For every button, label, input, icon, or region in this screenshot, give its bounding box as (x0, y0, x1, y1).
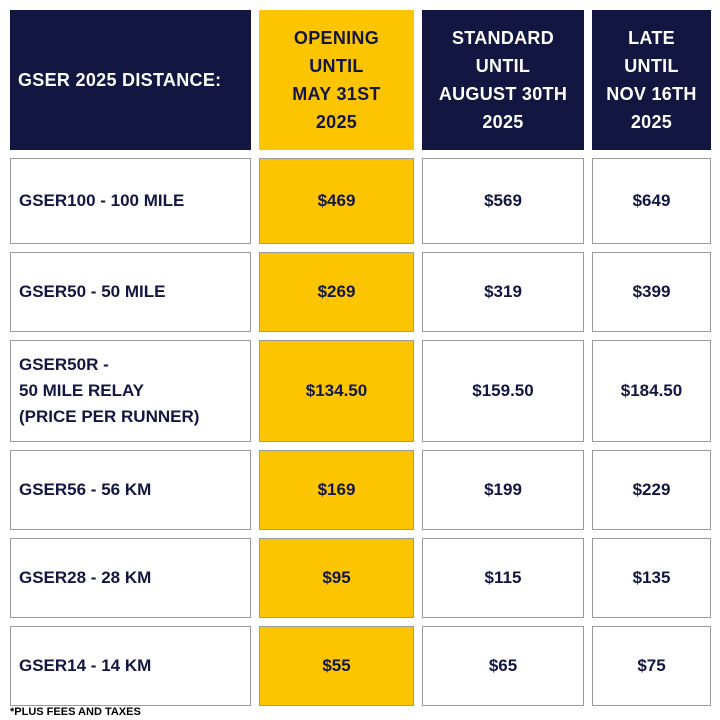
header-late: LATE UNTIL NOV 16TH 2025 (592, 10, 711, 150)
row-label-text: GSER28 - 28 KM (19, 568, 152, 587)
table-row-label: GSER50R - 50 MILE RELAY (PRICE PER RUNNE… (10, 340, 251, 442)
table-row-label: GSER14 - 14 KM (10, 626, 251, 706)
price-late: $229 (592, 450, 711, 530)
price-standard: $319 (422, 252, 584, 332)
price-standard: $159.50 (422, 340, 584, 442)
price-opening: $95 (259, 538, 414, 618)
price-opening: $134.50 (259, 340, 414, 442)
header-standard-text: STANDARD UNTIL AUGUST 30TH 2025 (438, 28, 568, 132)
price-standard: $115 (422, 538, 584, 618)
header-standard: STANDARD UNTIL AUGUST 30TH 2025 (422, 10, 584, 150)
header-distance: GSER 2025 DISTANCE: (10, 10, 251, 150)
footnote: *PLUS FEES AND TAXES (10, 706, 141, 718)
price-opening: $269 (259, 252, 414, 332)
price-late: $649 (592, 158, 711, 244)
row-label-text: GSER50R - 50 MILE RELAY (PRICE PER RUNNE… (19, 355, 200, 426)
price-standard: $65 (422, 626, 584, 706)
price-opening: $55 (259, 626, 414, 706)
table-row-label: GSER100 - 100 MILE (10, 158, 251, 244)
header-distance-text: GSER 2025 DISTANCE: (18, 70, 222, 90)
price-late: $399 (592, 252, 711, 332)
row-label-text: GSER100 - 100 MILE (19, 191, 185, 210)
table-row-label: GSER56 - 56 KM (10, 450, 251, 530)
price-standard: $569 (422, 158, 584, 244)
price-opening: $469 (259, 158, 414, 244)
row-label-text: GSER50 - 50 MILE (19, 282, 166, 301)
price-opening: $169 (259, 450, 414, 530)
table-row-label: GSER28 - 28 KM (10, 538, 251, 618)
header-opening-text: OPENING UNTIL MAY 31ST 2025 (292, 28, 381, 132)
row-label-text: GSER56 - 56 KM (19, 480, 152, 499)
price-late: $184.50 (592, 340, 711, 442)
row-label-text: GSER14 - 14 KM (19, 656, 152, 675)
header-opening: OPENING UNTIL MAY 31ST 2025 (259, 10, 414, 150)
header-late-text: LATE UNTIL NOV 16TH 2025 (606, 28, 697, 132)
table-row-label: GSER50 - 50 MILE (10, 252, 251, 332)
price-late: $135 (592, 538, 711, 618)
price-late: $75 (592, 626, 711, 706)
price-standard: $199 (422, 450, 584, 530)
